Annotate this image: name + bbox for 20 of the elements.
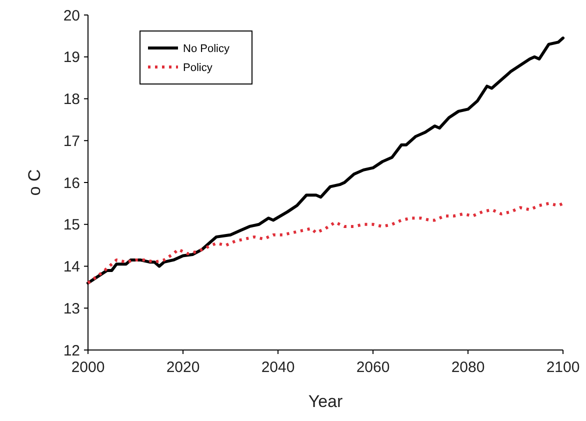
x-tick-label: 2040 [261, 359, 295, 376]
y-tick-label: 17 [63, 132, 80, 150]
line-series [86, 202, 564, 284]
x-tick-label: 2100 [546, 359, 580, 376]
legend-label: Policy [183, 62, 213, 74]
y-tick-label: 20 [63, 7, 80, 24]
y-tick-label: 12 [63, 342, 80, 360]
x-axis-title: Year [308, 392, 344, 411]
y-tick-label: 15 [63, 216, 80, 234]
y-tick-label: 16 [63, 174, 80, 192]
y-tick-label: 14 [63, 258, 80, 276]
x-tick-label: 2080 [451, 359, 485, 376]
legend-label: No Policy [183, 42, 230, 55]
x-tick-label: 2000 [71, 359, 105, 376]
y-tick-label: 19 [63, 49, 80, 66]
x-tick-label: 2060 [356, 359, 390, 376]
y-axis-title: o C [25, 169, 44, 196]
x-tick-label: 2020 [166, 359, 200, 376]
y-tick-label: 18 [63, 91, 80, 108]
y-tick-label: 13 [63, 300, 80, 318]
